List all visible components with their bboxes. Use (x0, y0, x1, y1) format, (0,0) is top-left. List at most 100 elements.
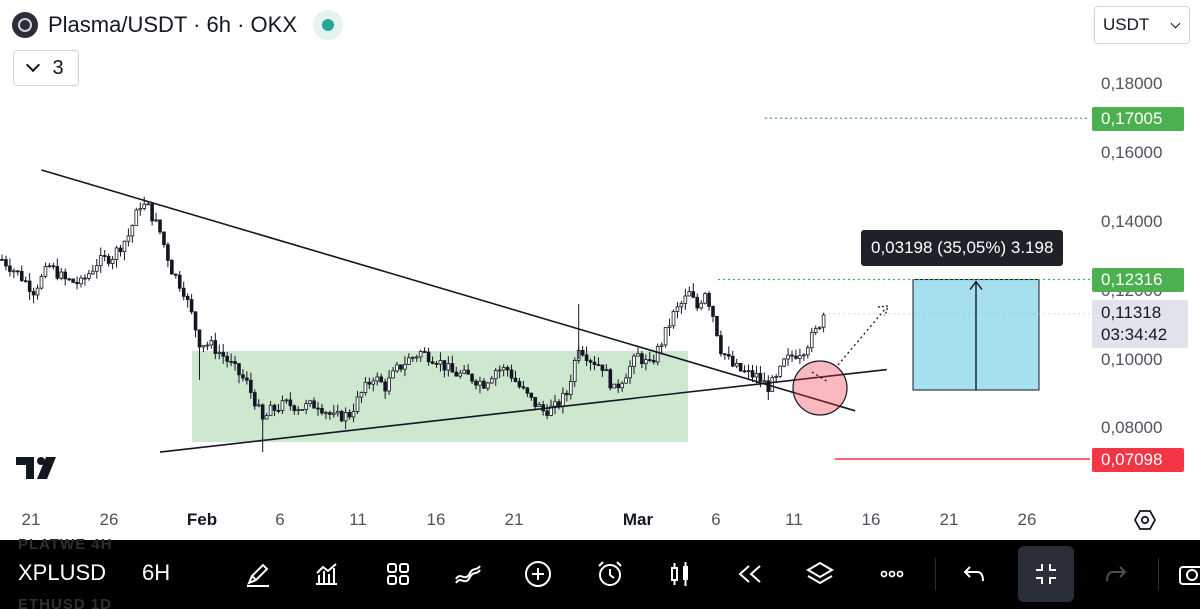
candle-body (446, 363, 451, 371)
candle-body (312, 400, 316, 409)
fullscreen-exit-button[interactable] (1018, 546, 1074, 602)
candle-body (391, 370, 395, 379)
candle-body (162, 231, 166, 246)
undo-button[interactable] (952, 552, 996, 596)
candle-body (150, 203, 154, 222)
candle-body (569, 381, 573, 396)
candle-body (229, 360, 233, 363)
candle-body (166, 244, 170, 261)
candle-body (280, 400, 285, 411)
currency-select[interactable]: USDT (1094, 6, 1190, 44)
chart-type-button[interactable] (658, 552, 702, 596)
redo-button[interactable] (1094, 552, 1138, 596)
candle-body (288, 399, 293, 407)
candle-body (403, 364, 407, 370)
candle-body (782, 358, 786, 367)
candle-body (821, 314, 826, 328)
candle-body (632, 355, 636, 367)
candle-body (482, 380, 486, 389)
candle-body (790, 354, 794, 357)
candle-body (624, 377, 628, 384)
candle-body (738, 363, 743, 372)
chart-settings-icon[interactable] (1133, 508, 1157, 532)
last-price-badge: 0,11318 03:34:42 (1092, 300, 1188, 348)
candle-body (355, 396, 360, 412)
candle-body (422, 351, 427, 353)
candle-body (284, 399, 289, 402)
market-status-icon[interactable] (313, 10, 343, 40)
candle-body (134, 209, 139, 226)
redo-icon (1106, 566, 1127, 582)
candle-body (489, 378, 494, 384)
candle-body (426, 351, 431, 363)
time-tick: 6 (275, 510, 285, 529)
candle-body (671, 310, 676, 327)
candle-body (762, 380, 767, 383)
candle-body (418, 351, 423, 358)
candle-body (55, 266, 60, 279)
candle-body (75, 281, 79, 285)
tradingview-logo-icon (16, 457, 56, 479)
candle-body (308, 400, 312, 404)
candle-body (651, 360, 656, 363)
candle-body (806, 347, 810, 356)
pen-button[interactable] (236, 552, 280, 596)
candle-body (659, 344, 664, 347)
undo-icon (963, 566, 984, 582)
candle-body (23, 280, 28, 283)
candle-body (225, 355, 229, 362)
layers-button[interactable] (798, 552, 842, 596)
candle-body (454, 371, 459, 377)
candle-body (497, 369, 502, 372)
add-button[interactable] (516, 552, 560, 596)
candle-body (367, 381, 372, 385)
alert-icon (598, 561, 622, 586)
candle-body (383, 381, 387, 392)
indicators-collapse-button[interactable]: 3 (13, 50, 79, 86)
chevron-down-icon (1170, 18, 1181, 28)
candle-body (213, 340, 218, 354)
candle-body (687, 291, 692, 297)
fullscreen-exit-icon (1036, 564, 1056, 584)
candle-body (521, 386, 526, 389)
time-tick: 6 (711, 510, 721, 529)
more-button[interactable] (870, 552, 914, 596)
price-tick: 0,08000 (1101, 418, 1163, 437)
candle-body (608, 369, 613, 389)
resistance-trendline (41, 169, 856, 412)
candle-body (4, 259, 8, 267)
candle-body (458, 372, 462, 377)
candle-body (679, 303, 684, 308)
candle-body (371, 380, 376, 385)
price-chart[interactable] (0, 0, 1200, 540)
candle-body (399, 364, 403, 370)
interval-button[interactable]: 6H (142, 560, 171, 585)
replay-button[interactable] (728, 552, 772, 596)
retest-circle (792, 360, 848, 416)
candle-body (663, 327, 668, 346)
candle-body (221, 351, 226, 357)
candle-body (241, 374, 245, 379)
layout-button[interactable] (376, 552, 420, 596)
candle-body (324, 412, 328, 415)
bottom-toolbar: PLATWE 4H ETHUSD 1D XPLUSD 6H (0, 536, 1200, 609)
candle-body (126, 235, 131, 242)
candle-body (379, 376, 383, 383)
symbol-button[interactable]: XPLUSD (18, 560, 107, 585)
time-axis[interactable]: 21 26 Feb 6 11 16 21 Mar 6 11 16 21 26 (0, 510, 1090, 532)
candle-body (683, 295, 688, 304)
candle-body (205, 344, 210, 347)
candle-body (102, 255, 107, 257)
alert-button[interactable] (588, 552, 632, 596)
screenshot-button[interactable] (1170, 552, 1200, 596)
plasma-logo-icon (12, 12, 38, 38)
support-trendline (159, 368, 887, 453)
drawing-tools-button[interactable] (446, 552, 490, 596)
indicators-button[interactable] (304, 552, 348, 596)
candle-body (343, 412, 348, 422)
candle-body (264, 415, 269, 420)
candle-body (809, 332, 814, 349)
candle-body (47, 265, 52, 268)
candle-body (245, 377, 249, 381)
symbol-title[interactable]: Plasma/USDT · 6h · OKX (48, 12, 297, 37)
